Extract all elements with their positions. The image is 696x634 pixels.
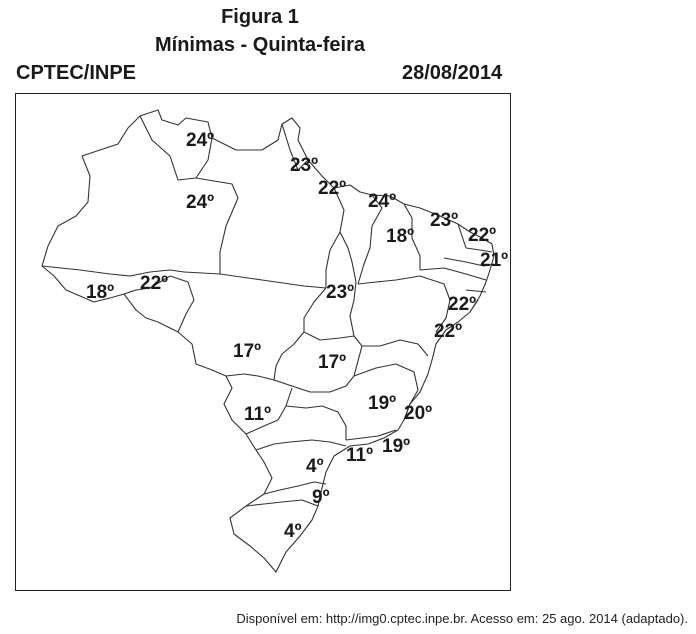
border-to-go [303, 331, 355, 341]
temperature-label: 18º [386, 226, 414, 247]
temperature-label: 23º [326, 282, 354, 303]
border-to-ba [353, 335, 429, 357]
border-am-mt [183, 271, 327, 289]
border-ac-ro [123, 275, 171, 295]
border-rr-am [139, 115, 213, 181]
border-rn-pb [465, 247, 493, 253]
state-borders [41, 109, 495, 573]
border-am-pa [195, 177, 239, 274]
border-mg-ba [353, 363, 419, 391]
border-mg-rj [345, 429, 397, 441]
border-sp-mg [285, 405, 347, 440]
border-pa-to [303, 287, 327, 332]
figure-title: Figura 1 [221, 6, 299, 28]
border-ro-mt [169, 275, 195, 333]
temperature-label: 23º [290, 155, 318, 176]
border-ma-pi [357, 194, 383, 285]
temperature-label: 21º [480, 250, 508, 271]
temperature-label: 24º [368, 191, 396, 212]
temperature-label: 20º [404, 403, 432, 424]
temperature-label: 18º [86, 282, 114, 303]
temperature-label: 4º [306, 456, 324, 477]
border-pa-ma [325, 187, 345, 288]
border-ms-sp [245, 387, 293, 435]
date-label: 28/08/2014 [402, 62, 503, 84]
temperature-label: 22º [448, 294, 476, 315]
temperature-label: 19º [368, 393, 396, 414]
border-ma-to [339, 231, 357, 337]
temperature-label: 24º [186, 130, 214, 151]
border-sc-rs [245, 499, 319, 507]
temperature-label: 22º [140, 273, 168, 294]
border-ap-pa [281, 123, 309, 171]
border-mg-es [403, 389, 419, 421]
border-am-ac [41, 265, 185, 277]
border-pb-pe [443, 257, 495, 267]
border-pe-al [465, 289, 487, 293]
border-ms-pr [255, 439, 347, 451]
border-ce-rn [457, 223, 467, 249]
border-pr-sc [263, 481, 327, 495]
border-pi-ce [403, 203, 421, 270]
temperature-label: 4º [284, 521, 302, 542]
source-label: CPTEC/INPE [16, 62, 137, 84]
brazil-outline [41, 109, 495, 573]
temperature-label: 23º [430, 210, 458, 231]
border-mt-ms [225, 373, 275, 381]
temperature-label: 24º [186, 192, 214, 213]
temperature-label: 19º [382, 436, 410, 457]
temperature-label: 22º [468, 225, 496, 246]
source-citation: Disponível em: http://img0.cptec.inpe.br… [236, 611, 688, 626]
temperature-label: 17º [318, 352, 346, 373]
temperature-label: 11º [244, 404, 271, 425]
temperature-label: 22º [434, 321, 462, 342]
border-mt-go [273, 331, 305, 381]
temperature-label: 17º [233, 341, 261, 362]
temperature-label: 11º [346, 445, 373, 466]
temperature-label: 22º [318, 178, 346, 199]
border-pe-pi [419, 267, 487, 281]
temperature-label: 9º [312, 487, 330, 508]
border-al-se [469, 299, 479, 313]
map-frame [15, 93, 511, 591]
figure-subtitle: Mínimas - Quinta-feira [154, 34, 366, 56]
border-pi-ba [357, 275, 451, 333]
